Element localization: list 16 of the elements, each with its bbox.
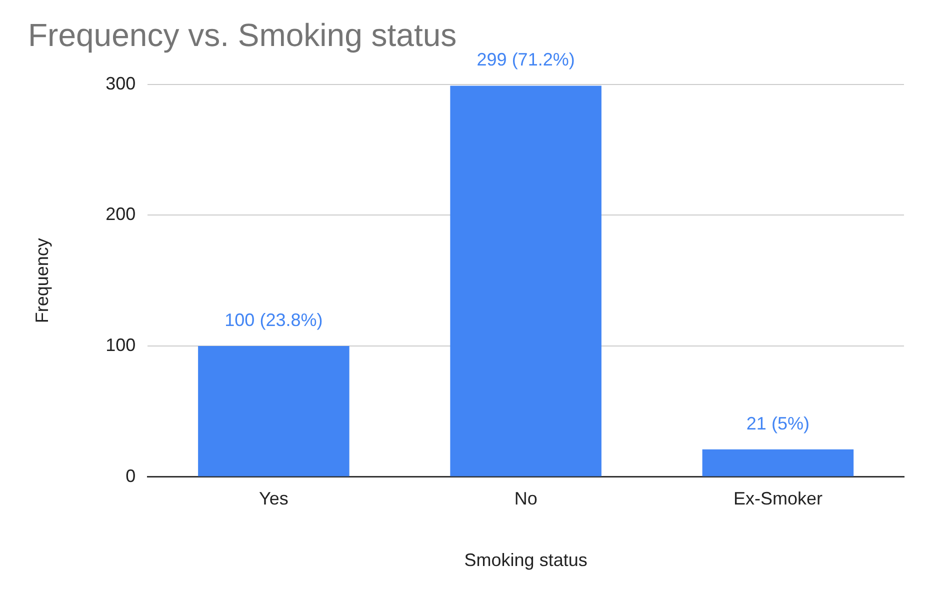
data-label: 21 (5%) bbox=[746, 413, 810, 434]
y-tick-label: 100 bbox=[106, 334, 136, 355]
data-label: 100 (23.8%) bbox=[224, 310, 323, 330]
data-label: 299 (71.2%) bbox=[476, 50, 575, 70]
y-tick-label: 300 bbox=[106, 73, 136, 94]
x-axis-title: Smoking status bbox=[464, 550, 588, 570]
chart-title: Frequency vs. Smoking status bbox=[28, 17, 457, 54]
x-tick-label: No bbox=[514, 488, 538, 509]
x-tick-label: Ex-Smoker bbox=[733, 488, 822, 509]
y-axis-title: Frequency bbox=[32, 238, 52, 324]
y-tick-label: 200 bbox=[106, 204, 136, 224]
y-tick-label: 0 bbox=[126, 466, 136, 486]
bar bbox=[450, 86, 602, 476]
bar bbox=[198, 346, 350, 476]
bar bbox=[702, 449, 854, 476]
x-tick-label: Yes bbox=[259, 488, 288, 509]
